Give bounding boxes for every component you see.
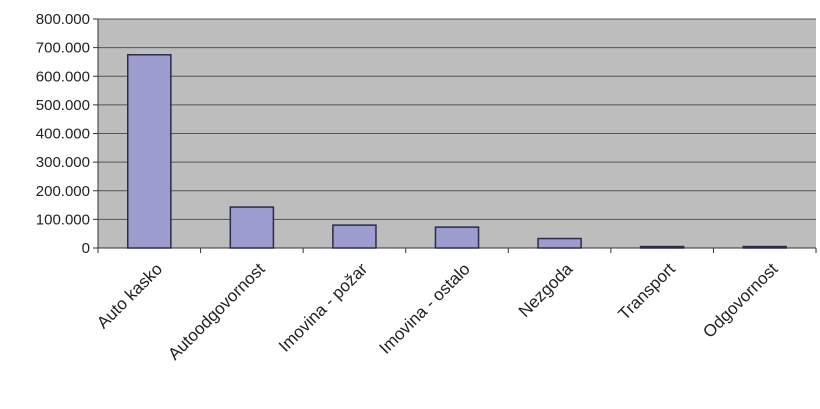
y-tick-label: 700.000 [36,40,90,57]
y-tick-label: 300.000 [36,154,90,171]
gridlines [98,18,816,220]
category-label: Odgovornost [699,259,781,341]
bar-3 [434,226,480,249]
bar-0 [126,54,172,249]
bar-4 [537,237,582,249]
y-tick-label: 600.000 [36,68,90,85]
bar-2 [332,224,377,249]
y-tick-label: 200.000 [36,183,90,200]
y-tick-label: 100.000 [36,211,90,228]
bar-1 [229,206,275,249]
category-label: Auto kasko [93,259,166,332]
category-label: Imovina - požar [275,259,372,356]
category-label: Autoodgovornost [164,259,269,364]
category-label: Transport [615,259,680,324]
y-axis: 0 100.000 200.000 300.000 400.000 500.000 600.… [36,11,99,257]
bars [126,54,788,249]
y-tick-label: 800.000 [36,11,90,28]
y-tick-label: 0 [82,240,90,257]
y-tick-label: 500.000 [36,97,90,114]
category-label: Nezgoda [515,259,577,321]
y-tick-label: 400.000 [36,126,90,143]
category-label: Imovina - ostalo [376,259,474,357]
